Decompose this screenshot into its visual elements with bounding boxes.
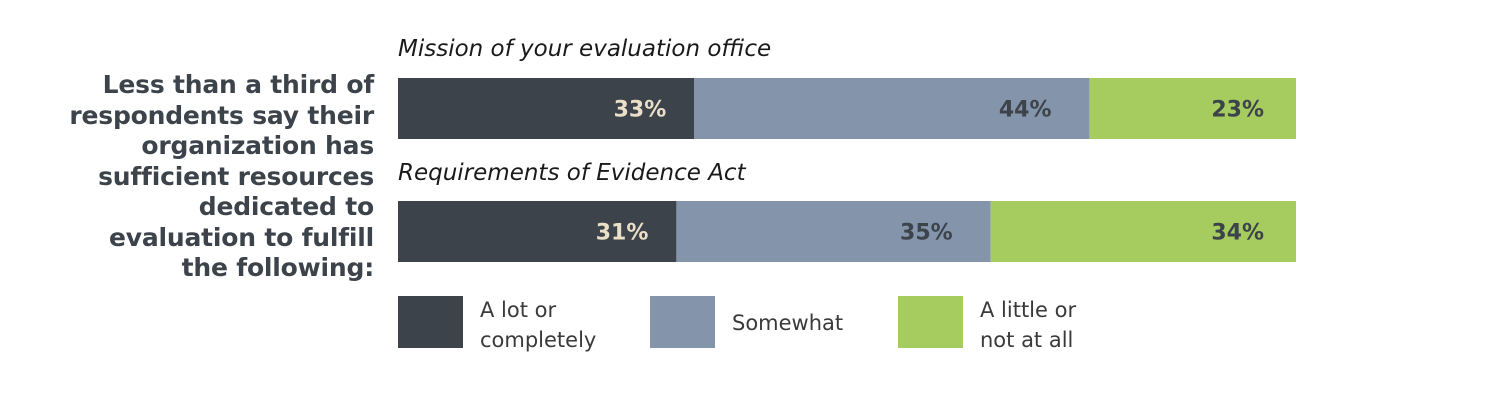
bar-segment <box>694 78 1090 139</box>
legend-label: A lot or <box>480 298 556 322</box>
row-title: Mission of your evaluation office <box>398 36 771 62</box>
legend-item: Somewhat <box>650 296 843 348</box>
chart-headline: Less than a third of respondents say the… <box>69 70 374 282</box>
bar-segment <box>676 201 991 262</box>
bar-row: Mission of your evaluation office 33% 44% 2… <box>398 36 1296 139</box>
legend-label: completely <box>480 328 596 352</box>
legend-label: Somewhat <box>732 311 843 335</box>
legend-label: A little or <box>980 298 1076 322</box>
legend-item: A lot or completely <box>398 296 596 352</box>
bar-row: Requirements of Evidence Act 31% 35% 34% <box>398 160 1296 262</box>
chart-legend: A lot or completely Somewhat A little or not… <box>398 296 1076 352</box>
legend-swatch <box>398 296 463 348</box>
data-label: 35% <box>900 221 953 246</box>
bar-segment <box>1089 78 1296 139</box>
data-label: 31% <box>596 221 649 246</box>
bar-segment <box>990 201 1296 262</box>
data-label: 44% <box>999 98 1052 123</box>
bar-segment <box>398 78 695 139</box>
data-label: 23% <box>1211 98 1264 123</box>
legend-item: A little or not at all <box>898 296 1076 352</box>
data-label: 33% <box>614 98 667 123</box>
data-label: 34% <box>1211 221 1264 246</box>
legend-swatch <box>898 296 963 348</box>
row-title: Requirements of Evidence Act <box>398 160 747 186</box>
legend-swatch <box>650 296 715 348</box>
chart-rows: Mission of your evaluation office 33% 44% 2… <box>398 36 1296 262</box>
bar-segment <box>398 201 677 262</box>
legend-label: not at all <box>980 328 1073 352</box>
